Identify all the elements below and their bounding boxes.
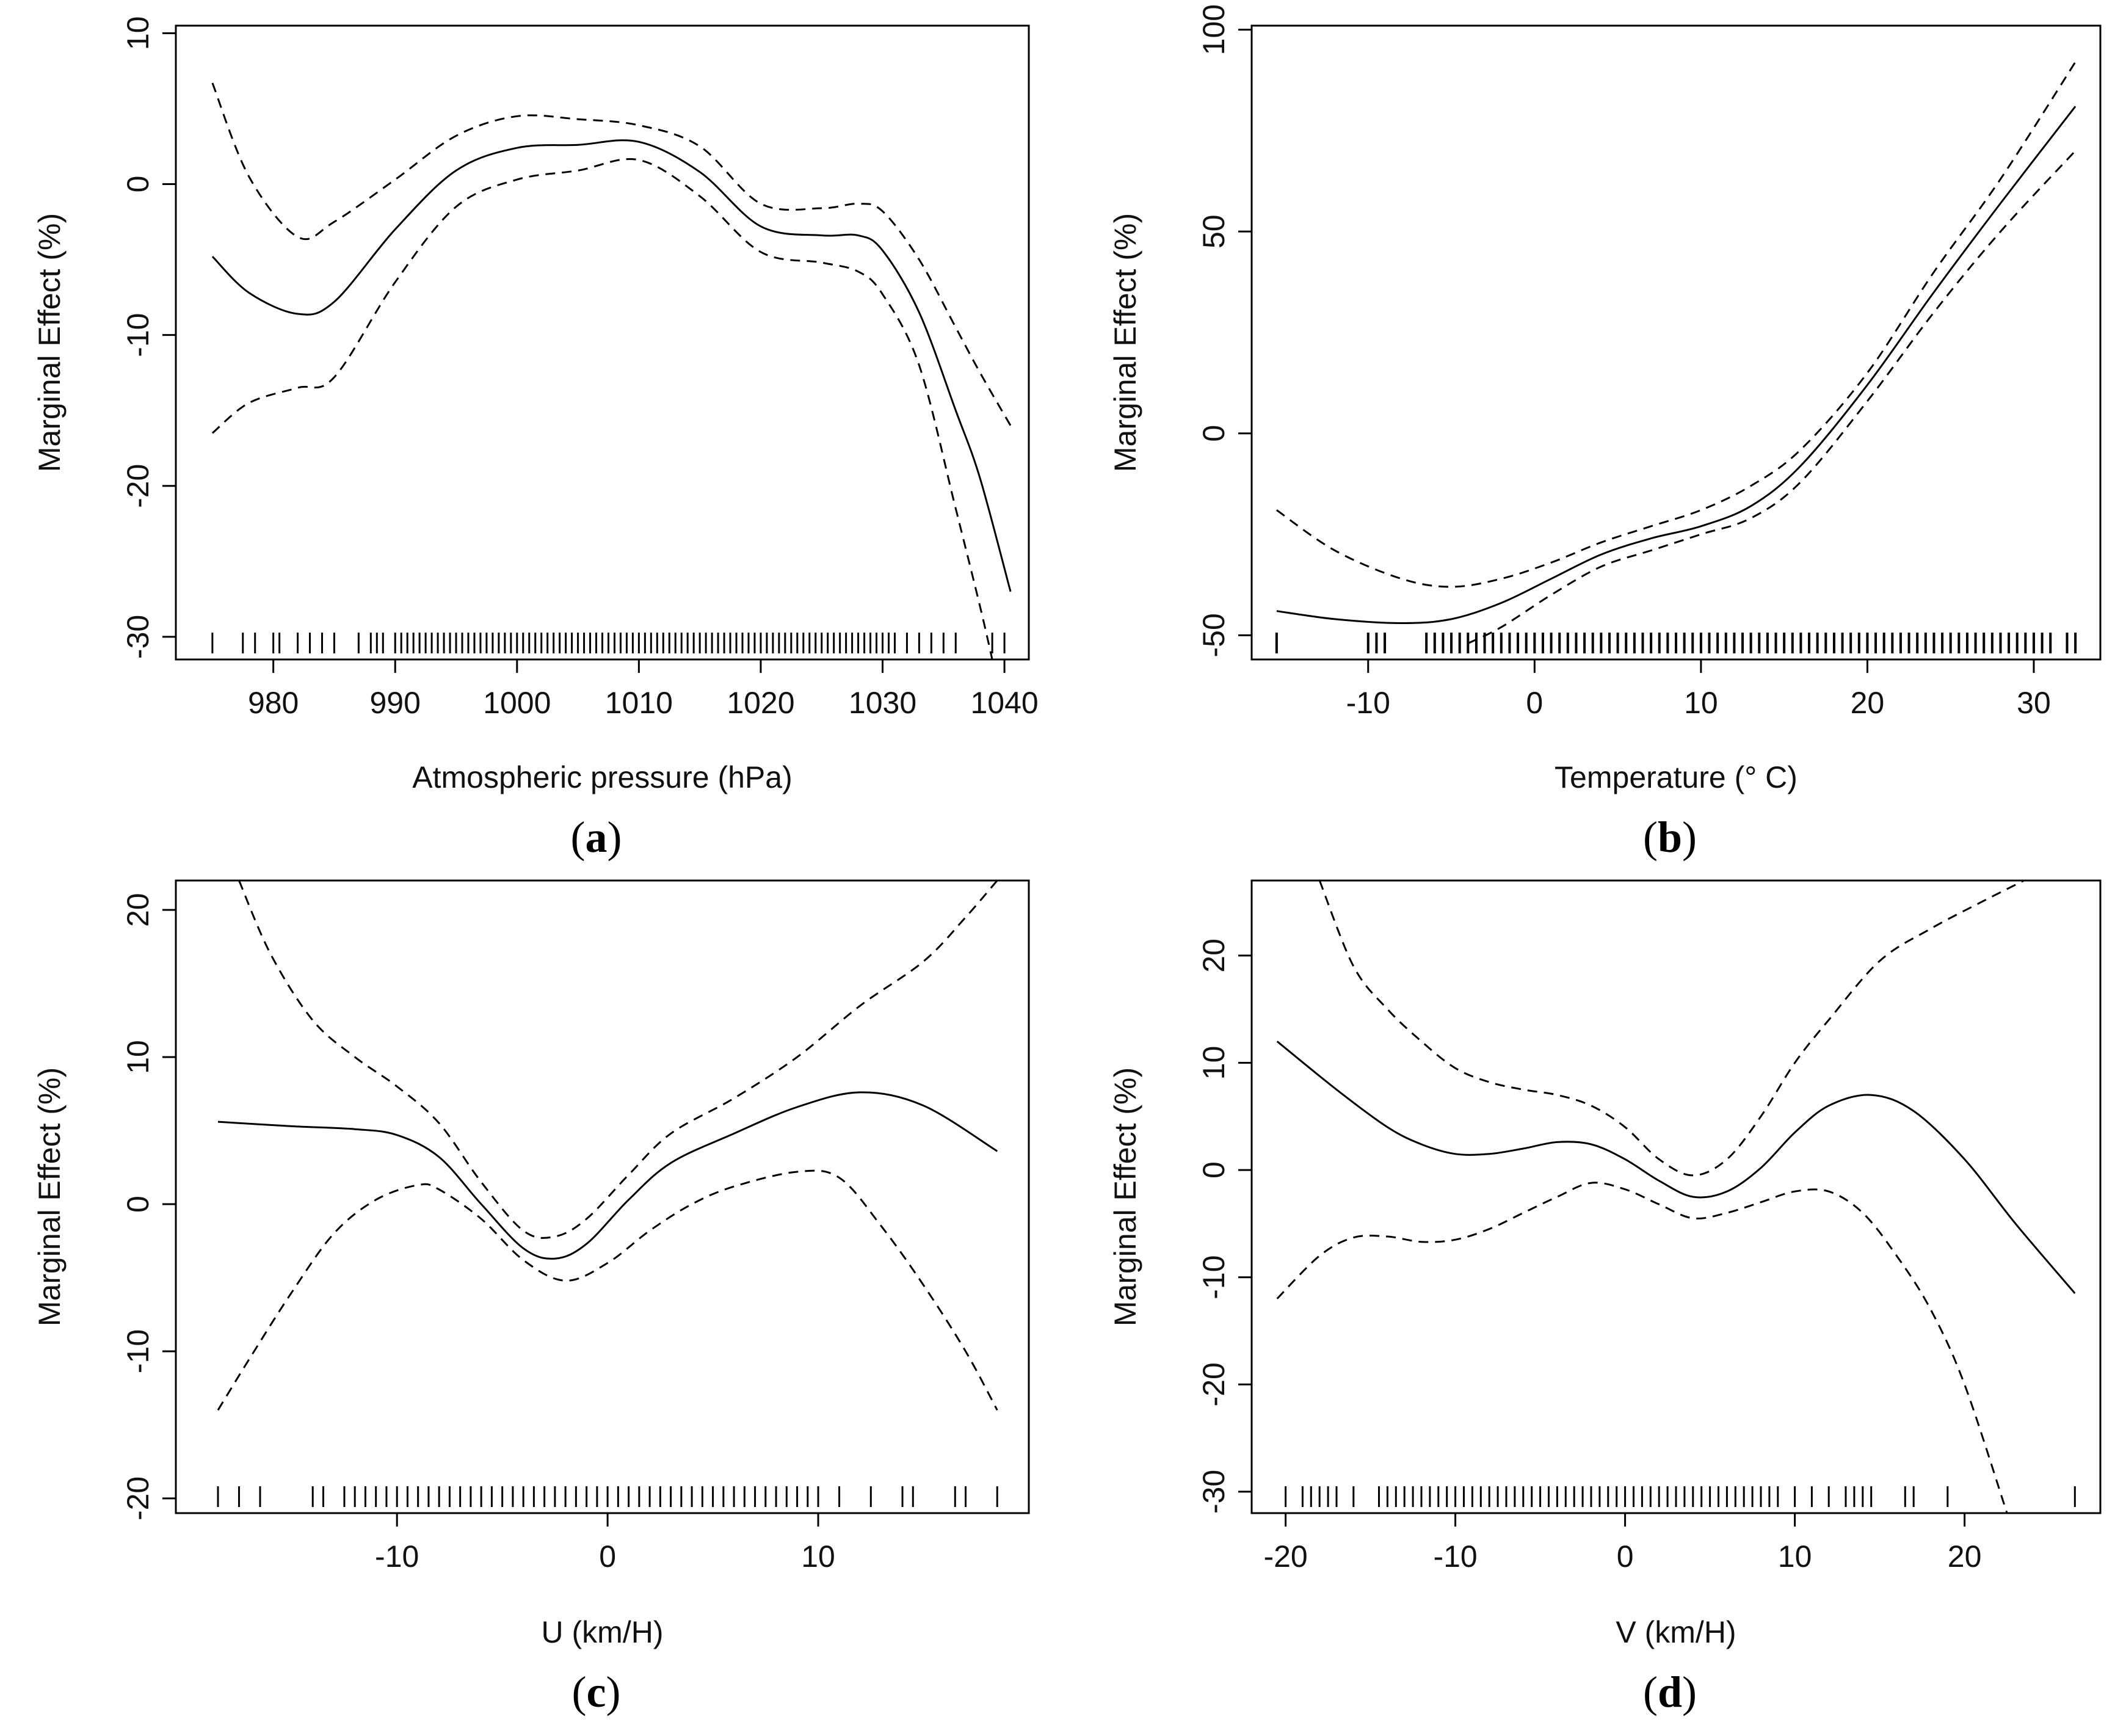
panel-caption: (d) [1643, 1668, 1697, 1716]
y-axis-label: Marginal Effect (%) [32, 1067, 67, 1326]
x-tick-label: 1010 [605, 686, 673, 720]
y-tick-label: 0 [121, 176, 155, 193]
x-tick-label: 10 [1778, 1539, 1812, 1574]
y-tick-label: 50 [1197, 214, 1231, 249]
plot-frame [175, 879, 1030, 1514]
rug [217, 1486, 998, 1507]
panel-caption: (c) [572, 1668, 621, 1716]
x-tick-label: 30 [2017, 686, 2051, 720]
plot-frame [1250, 24, 2102, 661]
x-tick-label: 20 [1851, 686, 1885, 720]
y-tick-label: 20 [1197, 939, 1231, 973]
x-axis-label: V (km/H) [1616, 1615, 1736, 1649]
y-tick-label: 0 [1197, 1161, 1231, 1179]
x-axis-label: Temperature (° C) [1555, 760, 1798, 794]
series-lower-ci [1276, 1182, 2008, 1513]
x-tick-label: 990 [370, 686, 421, 720]
panel-b: -10 0 10 20 30 -50 0 50 100 Temperature (° C) Marg… [1108, 4, 2102, 862]
x-tick-label: 20 [1948, 1539, 1982, 1574]
y-tick-label: -30 [121, 615, 155, 659]
y-tick-label: 10 [1197, 1046, 1231, 1080]
y-tick-label: -20 [121, 1476, 155, 1520]
series-group [1276, 61, 2077, 644]
y-tick-label: -20 [1197, 1362, 1231, 1406]
plot-frame [1250, 879, 2102, 1514]
y-tick-label: 0 [1197, 425, 1231, 442]
x-tick-label: -20 [1263, 1539, 1307, 1574]
x-tick-label: 0 [599, 1539, 616, 1574]
y-axis-label: Marginal Effect (%) [1108, 213, 1142, 472]
series-lower-ci [211, 158, 993, 659]
plot-frame [175, 24, 1030, 661]
panel-c: -10 0 10 -20 -10 0 10 20 U (km/H) Marginal Effect… [32, 879, 1030, 1716]
x-tick-label: 10 [801, 1539, 835, 1574]
x-tick-label: 1040 [970, 686, 1038, 720]
x-axis-label: U (km/H) [542, 1615, 664, 1649]
rug [1285, 1486, 2076, 1507]
series-estimate [211, 139, 1012, 592]
x-tick-label: -10 [1433, 1539, 1477, 1574]
x-tick-label: 10 [1684, 686, 1718, 720]
y-tick-label: 100 [1197, 4, 1231, 55]
x-axis-label: Atmospheric pressure (hPa) [412, 760, 792, 794]
y-tick-label: -20 [121, 464, 155, 508]
y-tick-label: 0 [121, 1196, 155, 1213]
y-tick-label: -10 [121, 313, 155, 357]
series-estimate [1276, 1041, 2076, 1294]
y-axis-label: Marginal Effect (%) [1108, 1067, 1142, 1326]
series-estimate [217, 1091, 998, 1260]
y-tick-label: -10 [1197, 1255, 1231, 1299]
series-lower-ci [1467, 150, 2077, 644]
panel-a: 980 990 1000 1010 1020 1030 1040 -30 -20 -10 0 10 At… [32, 16, 1039, 862]
y-tick-label: -50 [1197, 613, 1231, 657]
panel-caption: (a) [571, 813, 622, 862]
series-estimate [1276, 106, 2077, 625]
y-tick-label: 20 [121, 893, 155, 927]
series-group [1276, 881, 2076, 1513]
series-upper-ci [1276, 61, 2077, 588]
panel-d: -20 -10 0 10 20 -30 -20 -10 0 10 20 V (km/H) Margina… [1108, 879, 2102, 1716]
x-tick-label: 1000 [483, 686, 551, 720]
x-tick-label: 980 [248, 686, 299, 720]
rug [1275, 633, 2077, 653]
series-group [217, 881, 998, 1411]
y-axis-label: Marginal Effect (%) [32, 213, 67, 472]
series-upper-ci [1318, 881, 2025, 1177]
x-tick-label: 1020 [727, 686, 794, 720]
x-tick-label: 1030 [849, 686, 916, 720]
x-tick-label: -10 [375, 1539, 419, 1574]
series-upper-ci [238, 881, 998, 1239]
series-group [211, 82, 1012, 659]
y-tick-label: -30 [1197, 1470, 1231, 1514]
x-tick-label: -10 [1346, 686, 1390, 720]
y-tick-label: -10 [121, 1329, 155, 1373]
panel-caption: (b) [1643, 813, 1697, 862]
y-tick-label: 10 [121, 16, 155, 51]
series-lower-ci [217, 1169, 998, 1411]
series-upper-ci [211, 82, 1012, 426]
x-tick-label: 0 [1617, 1539, 1634, 1574]
y-tick-label: 10 [121, 1040, 155, 1074]
x-tick-label: 0 [1526, 686, 1543, 720]
rug [211, 633, 1006, 653]
